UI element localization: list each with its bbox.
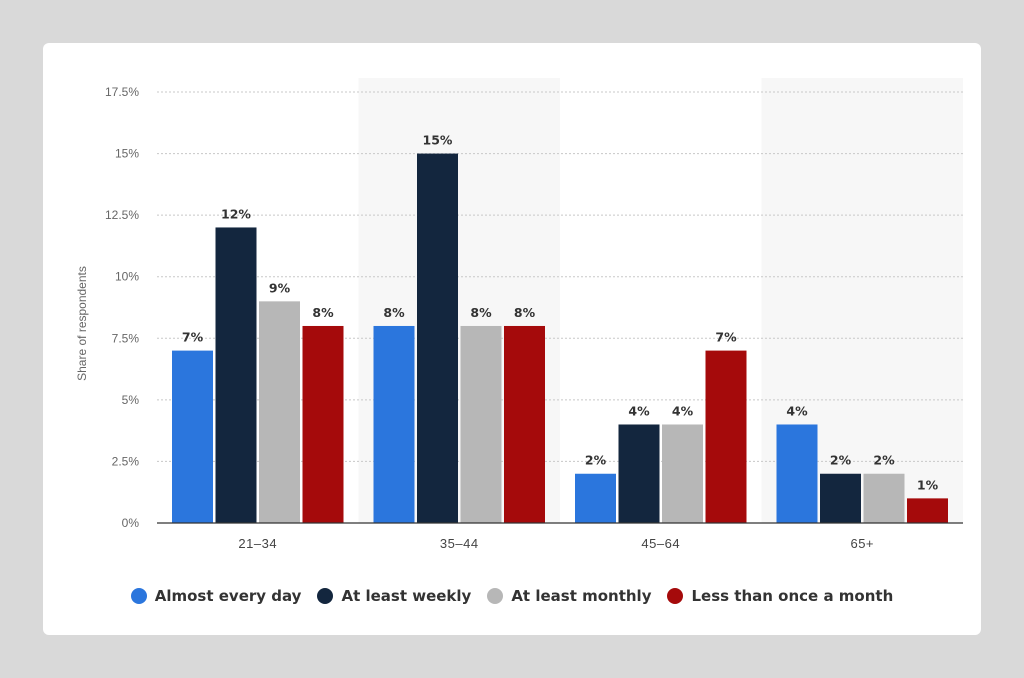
bar (618, 424, 660, 523)
data-label: 2% (585, 453, 607, 468)
y-tick-label: 12.5% (105, 208, 139, 222)
data-label: 8% (312, 305, 334, 320)
data-label: 12% (221, 206, 251, 221)
bar (863, 473, 905, 523)
bar (907, 498, 948, 523)
legend-label: At least monthly (511, 587, 652, 605)
y-tick-label: 15% (115, 147, 139, 161)
legend: Almost every day At least weekly At least … (43, 587, 981, 605)
legend-label: Almost every day (154, 587, 302, 605)
data-label: 4% (786, 403, 808, 418)
y-tick-label: 10% (115, 270, 139, 284)
bar (504, 325, 545, 523)
legend-item[interactable]: At least monthly (487, 587, 651, 605)
legend-item[interactable]: At least weekly (317, 587, 471, 605)
bar (776, 424, 818, 523)
bar (215, 227, 257, 523)
bar (373, 325, 415, 523)
bar (662, 424, 703, 523)
bar-chart: 0% 2.5% 5% 7.5% 10% 12.5% 15% 17.5% Share of res… (75, 78, 963, 551)
data-label: 7% (182, 330, 204, 345)
data-label: 2% (873, 453, 895, 468)
data-label: 7% (715, 330, 737, 345)
data-label: 4% (628, 403, 650, 418)
bar (705, 350, 747, 523)
bar (172, 350, 213, 523)
data-label: 2% (830, 453, 852, 468)
legend-label: Less than once a month (691, 587, 894, 605)
legend-item[interactable]: Almost every day (130, 587, 302, 605)
data-label: 8% (383, 305, 405, 320)
x-tick-label: 65+ (850, 536, 874, 551)
bar (417, 153, 458, 524)
x-tick-label: 21–34 (238, 536, 277, 551)
data-label: 15% (423, 133, 453, 148)
legend-swatch (317, 588, 334, 604)
data-label: 4% (672, 403, 694, 418)
x-tick-label: 35–44 (440, 536, 479, 551)
bar (259, 301, 300, 523)
y-tick-label: 17.5% (105, 85, 139, 99)
y-tick-label: 5% (122, 393, 140, 407)
y-tick-label: 7.5% (112, 331, 140, 345)
x-tick-label: 45–64 (641, 536, 680, 551)
bar (302, 325, 344, 523)
y-tick-label: 0% (122, 516, 140, 530)
data-label: 8% (514, 305, 536, 320)
legend-swatch (130, 588, 147, 604)
bar (575, 473, 616, 523)
legend-swatch (667, 588, 684, 604)
bar (460, 325, 502, 523)
data-label: 8% (470, 305, 492, 320)
legend-label: At least weekly (341, 587, 472, 605)
legend-item[interactable]: Less than once a month (667, 587, 893, 605)
data-label: 9% (269, 280, 291, 295)
y-axis-label: Share of respondents (75, 266, 89, 381)
data-label: 1% (917, 477, 939, 492)
legend-swatch (487, 588, 504, 604)
chart-card: 0% 2.5% 5% 7.5% 10% 12.5% 15% 17.5% Share of res… (43, 43, 981, 635)
bar (820, 473, 861, 523)
y-tick-label: 2.5% (112, 454, 140, 468)
